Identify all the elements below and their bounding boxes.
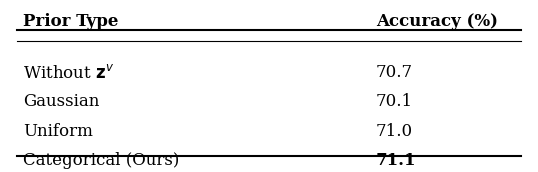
Text: Gaussian: Gaussian [23, 93, 99, 110]
Text: 71.0: 71.0 [376, 123, 413, 140]
Text: Prior Type: Prior Type [23, 13, 118, 30]
Text: 71.1: 71.1 [376, 152, 416, 169]
Text: Accuracy (%): Accuracy (%) [376, 13, 498, 30]
Text: 70.7: 70.7 [376, 64, 413, 81]
Text: Uniform: Uniform [23, 123, 93, 140]
Text: 70.1: 70.1 [376, 93, 413, 110]
Text: Categorical (Ours): Categorical (Ours) [23, 152, 179, 169]
Text: Without $\mathbf{z}^{v}$: Without $\mathbf{z}^{v}$ [23, 64, 114, 82]
